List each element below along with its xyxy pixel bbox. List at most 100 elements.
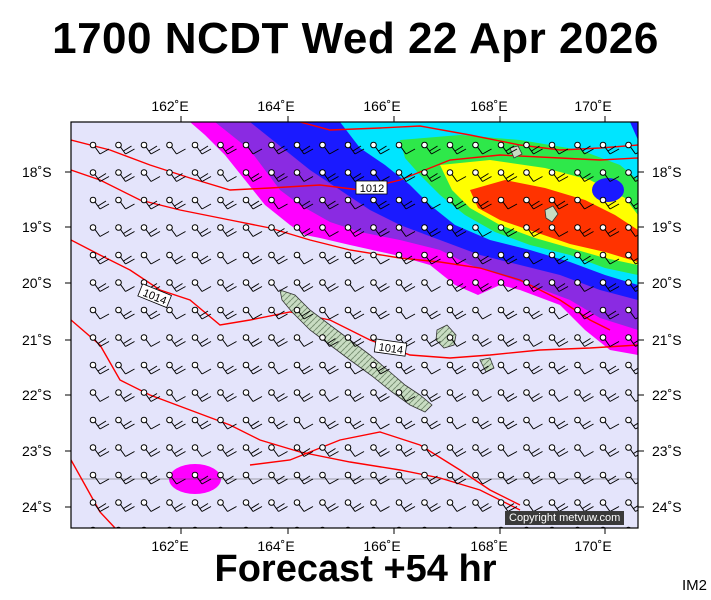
wind-barb xyxy=(625,471,638,485)
wind-barb xyxy=(242,499,263,512)
wind-barb xyxy=(242,196,263,210)
wind-barb xyxy=(242,334,263,347)
wind-barb xyxy=(115,141,135,155)
wind-barb xyxy=(268,471,288,485)
wind-barb xyxy=(472,361,492,375)
wind-barb xyxy=(472,279,492,292)
wind-barb xyxy=(293,306,314,320)
wind-barb xyxy=(523,526,530,528)
wind-barb xyxy=(217,526,224,528)
wind-barb xyxy=(370,416,390,430)
wind-barb xyxy=(472,306,492,320)
wind-barb xyxy=(421,361,441,375)
wind-barb xyxy=(217,334,237,347)
wind-barb xyxy=(89,196,110,210)
copyright-notice: Copyright metvuw.com xyxy=(505,511,625,525)
wind-barb xyxy=(89,306,110,320)
wind-barb xyxy=(344,334,365,347)
wind-barb xyxy=(191,361,212,375)
wind-barb xyxy=(191,389,212,402)
wind-barb xyxy=(446,499,467,512)
wind-barb xyxy=(140,196,161,210)
wind-barb xyxy=(574,306,594,320)
lon-label-top: 170˚E xyxy=(574,98,611,114)
wind-barb xyxy=(140,416,161,430)
wind-barb xyxy=(395,389,416,402)
wind-barb xyxy=(472,224,492,237)
wind-barb xyxy=(268,334,288,347)
wind-barb xyxy=(217,389,237,402)
wind-barb xyxy=(599,334,620,347)
wind-barb xyxy=(191,141,212,155)
wind-barb xyxy=(574,279,594,292)
wind-barb xyxy=(625,141,638,155)
wind-barb xyxy=(166,306,186,320)
wind-barb xyxy=(446,306,467,320)
wind-barb xyxy=(395,499,416,512)
wind-barb xyxy=(599,224,620,237)
wind-barb xyxy=(599,416,620,430)
lat-label-left: 24˚S xyxy=(22,499,52,515)
wind-barb xyxy=(344,251,365,265)
wind-barb xyxy=(574,169,594,182)
wind-barb xyxy=(395,224,416,237)
wind-barb xyxy=(166,141,186,155)
lat-label-left: 23˚S xyxy=(22,443,52,459)
wind-barb xyxy=(319,526,326,528)
wind-barb xyxy=(651,307,670,319)
wind-barb xyxy=(548,444,569,457)
wind-barb xyxy=(446,196,467,210)
wind-barb xyxy=(140,306,161,320)
wind-barb xyxy=(548,251,569,265)
wind-barb xyxy=(421,306,441,320)
wind-barb xyxy=(242,471,263,485)
wind-barb xyxy=(89,169,110,182)
lon-label-top: 166˚E xyxy=(363,98,400,114)
wind-barb xyxy=(89,224,110,237)
wind-barb xyxy=(344,196,365,210)
wind-barb xyxy=(370,361,390,375)
wind-barb xyxy=(319,361,339,375)
lon-label-bottom: 170˚E xyxy=(574,538,611,554)
wind-barb xyxy=(115,471,135,485)
wind-barb xyxy=(446,224,467,237)
wind-barb xyxy=(574,416,594,430)
wind-barb xyxy=(497,306,518,320)
wind-barb xyxy=(523,141,543,155)
lon-label-top: 164˚E xyxy=(257,98,294,114)
wind-barb xyxy=(651,252,670,264)
wind-barb xyxy=(599,444,620,457)
wind-barb xyxy=(191,224,212,237)
wind-barb xyxy=(472,169,492,182)
wind-barb xyxy=(345,526,351,528)
wind-barb xyxy=(523,389,543,402)
wind-barb xyxy=(472,141,492,155)
wind-barb xyxy=(268,279,288,292)
wind-barb xyxy=(191,471,212,485)
wind-barb xyxy=(319,334,339,347)
wind-barb xyxy=(217,141,237,155)
wind-barb xyxy=(344,279,365,292)
wind-barb xyxy=(115,169,135,182)
wind-barb xyxy=(446,251,467,265)
wind-barb xyxy=(242,279,263,292)
wind-barb xyxy=(115,526,122,528)
isobar-label: 1014 xyxy=(378,341,404,356)
lat-label-right: 22˚S xyxy=(652,387,682,403)
wind-barb xyxy=(651,417,670,429)
forecast-label: Forecast +54 hr xyxy=(214,548,497,590)
wind-barb xyxy=(472,499,492,512)
new-caledonia-land xyxy=(279,145,559,413)
wind-barb xyxy=(497,499,518,512)
wind-barb xyxy=(421,499,441,512)
wind-barb xyxy=(548,279,569,292)
wind-barb xyxy=(421,251,441,265)
wind-barb xyxy=(115,196,135,210)
wind-barb xyxy=(370,196,390,210)
wind-barb xyxy=(140,251,161,265)
wind-barb xyxy=(140,361,161,375)
lat-label-right: 19˚S xyxy=(652,219,682,235)
wind-barb xyxy=(319,471,339,485)
wind-barb xyxy=(625,444,638,457)
wind-barb xyxy=(319,444,339,457)
